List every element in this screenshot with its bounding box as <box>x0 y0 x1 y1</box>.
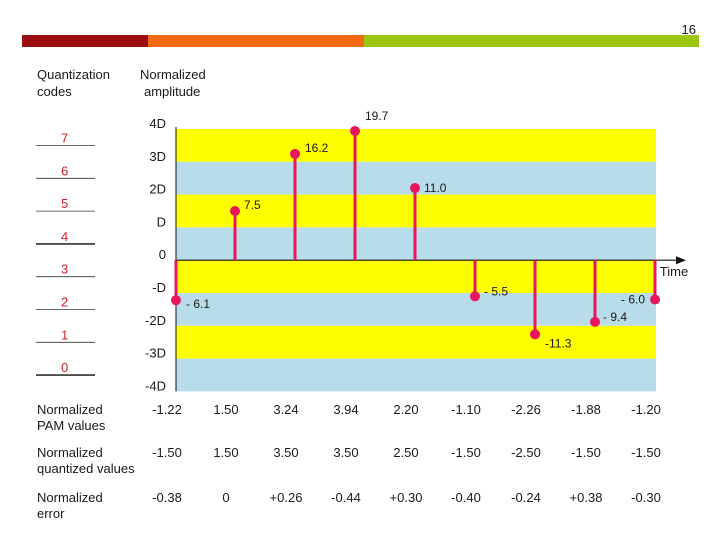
table-cell: -1.88 <box>571 402 601 417</box>
sample-point <box>290 148 300 159</box>
sample-point <box>230 206 240 216</box>
quantization-code-7: 7 <box>61 131 68 146</box>
amplitude-heading: Normalized amplitude <box>140 66 206 100</box>
table-cell: -1.20 <box>631 402 661 417</box>
table-row-label-line2: quantized values <box>37 461 135 476</box>
quantization-code-1: 1 <box>61 327 68 342</box>
table-cell: -2.26 <box>511 402 541 417</box>
amplitude-level-label: 4D <box>149 116 166 131</box>
sample-point <box>590 316 600 327</box>
table-cell: -1.10 <box>451 402 481 417</box>
time-label: Time <box>660 264 688 279</box>
table-row-label-line2: error <box>37 506 65 521</box>
sample-point <box>410 183 420 194</box>
amplitude-level-label: -D <box>152 280 166 295</box>
table-cell: +0.26 <box>269 490 303 505</box>
band-6 <box>176 325 656 359</box>
table-cell: 0 <box>222 490 230 505</box>
time-axis-arrow-icon <box>676 256 686 265</box>
table-cell: -1.50 <box>152 445 182 460</box>
table-row-label-line2: PAM values <box>37 418 106 433</box>
slide-number: 16 <box>681 22 696 37</box>
table-cell: 3.50 <box>333 445 359 460</box>
header-color-bar <box>22 35 699 47</box>
sample-point <box>650 294 660 305</box>
table-cell: -0.40 <box>451 490 481 505</box>
table-cell: 3.24 <box>273 402 299 417</box>
sample-value-label: - 5.5 <box>484 284 508 298</box>
sample-value-label: - 6.1 <box>186 297 210 311</box>
amplitude-level-label: 0 <box>159 247 166 262</box>
amplitude-heading-line2: amplitude <box>144 84 201 99</box>
band-5 <box>176 293 656 326</box>
sample-point <box>171 295 181 306</box>
amplitude-level-label: -4D <box>145 378 166 393</box>
table-row-label: Normalized PAM values <box>37 402 105 434</box>
table-cell: -1.22 <box>152 402 182 417</box>
amplitude-level-label: 2D <box>149 182 166 197</box>
amplitude-level-label: D <box>157 214 166 229</box>
table-cell: -0.44 <box>331 490 361 505</box>
table-row-label: Normalized quantized values <box>37 445 135 477</box>
table-row-label: Normalized error <box>37 490 103 522</box>
table-row-label-line1: Normalized <box>37 490 103 505</box>
amplitude-level-label: 3D <box>149 149 166 164</box>
quantization-codes: 7 6 5 4 3 2 1 0 <box>36 131 95 376</box>
table-cell: -2.50 <box>511 445 541 460</box>
quantization-code-6: 6 <box>61 163 68 178</box>
quantization-code-0: 0 <box>61 360 68 375</box>
table-cell: 1.50 <box>213 402 239 417</box>
bar-segment-orange <box>148 35 364 47</box>
bar-segment-dark-red <box>22 35 148 47</box>
quantization-code-3: 3 <box>61 262 68 277</box>
sample-point <box>350 125 360 136</box>
table-cell: 1.50 <box>213 445 239 460</box>
amplitude-level-label: -2D <box>145 313 166 328</box>
amplitude-heading-line1: Normalized <box>140 67 206 82</box>
table-cell: -1.50 <box>631 445 661 460</box>
table-cell: -1.50 <box>571 445 601 460</box>
sample-value-label: 16.2 <box>305 141 329 155</box>
table-cell: -0.30 <box>631 490 661 505</box>
sample-value-label: 7.5 <box>244 198 261 212</box>
sample-value-label: - 9.4 <box>603 310 627 324</box>
band-7 <box>176 358 656 392</box>
codes-heading: Quantization codes <box>37 66 110 100</box>
sample-stems: - 6.1 7.5 16.2 19.7 11.0 - 5.5 -11.3 - 9.4 - 6.0 <box>171 109 660 350</box>
band-0 <box>176 129 656 162</box>
band-4 <box>176 260 656 293</box>
amplitude-levels: 4D 3D 2D D 0 -D -2D -3D -4D <box>145 116 166 393</box>
codes-heading-line1: Quantization <box>37 67 110 82</box>
table-cell: -0.24 <box>511 490 541 505</box>
table-cell: +0.38 <box>569 490 603 505</box>
sample-value-label: -11.3 <box>545 336 572 350</box>
amplitude-level-label: -3D <box>145 346 166 361</box>
table-cell: -1.50 <box>451 445 481 460</box>
table-cell: 3.94 <box>333 402 359 417</box>
table-cell: 2.20 <box>393 402 419 417</box>
quantization-code-5: 5 <box>61 196 68 211</box>
sample-point <box>530 329 540 340</box>
table-row-label-line1: Normalized <box>37 402 103 417</box>
quantization-code-2: 2 <box>61 295 68 310</box>
sample-point <box>470 291 480 302</box>
table-cell: +0.30 <box>389 490 423 505</box>
amplitude-bands <box>176 129 656 392</box>
sample-value-label: 11.0 <box>424 181 447 195</box>
table-cell: 2.50 <box>393 445 419 460</box>
codes-heading-line2: codes <box>37 84 72 99</box>
bar-segment-green <box>364 35 699 47</box>
quantization-code-4: 4 <box>61 229 68 244</box>
table-row-label-line1: Normalized <box>37 445 103 460</box>
sample-value-label: - 6.0 <box>621 293 645 307</box>
table-cell: -0.38 <box>152 490 182 505</box>
table-cell: 3.50 <box>273 445 299 460</box>
sample-value-label: 19.7 <box>365 109 389 123</box>
